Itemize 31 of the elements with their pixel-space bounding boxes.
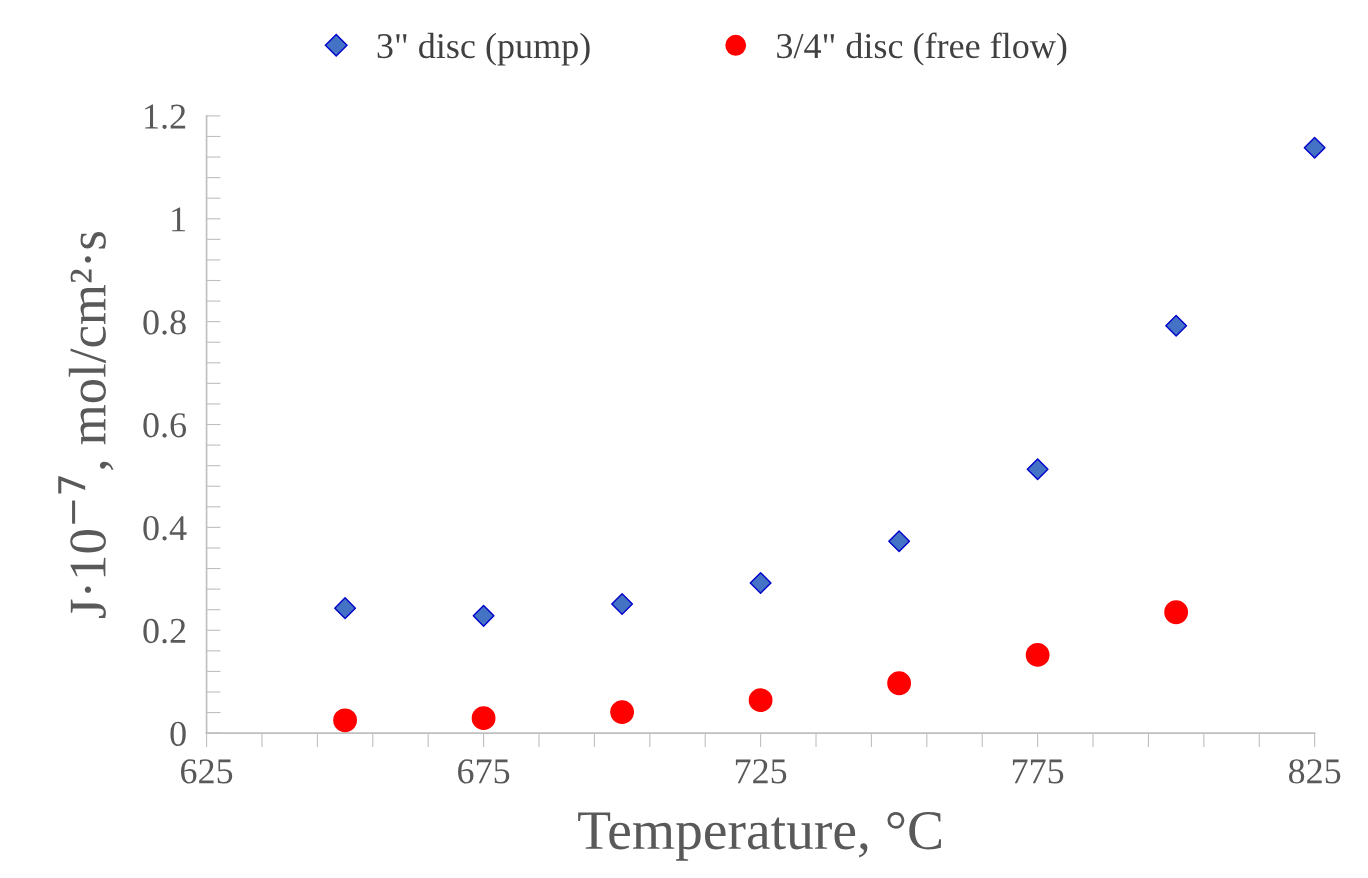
y-tick-label: 0 [170, 721, 186, 747]
point [333, 708, 357, 733]
y-tick-label: 0.4 [143, 515, 187, 541]
y-tick-label: 0.8 [143, 310, 186, 335]
x-tick-label: 625 [181, 759, 233, 784]
y-tick-label: 0.6 [143, 413, 187, 438]
point [1165, 314, 1188, 337]
y-tick-label: 0.2 [143, 618, 186, 644]
point [748, 688, 773, 713]
legend-label: 3/4" disc (free flow) [777, 32, 1067, 66]
point [472, 604, 495, 627]
point [1026, 458, 1049, 481]
y-tick-label: 1.2 [145, 104, 186, 129]
point [1164, 600, 1189, 625]
point [1303, 136, 1326, 159]
x-tick-label: 825 [1288, 759, 1341, 784]
x-tick-label: 725 [735, 759, 787, 784]
point [888, 530, 911, 553]
y-tick-label: 1 [172, 207, 185, 232]
point [334, 597, 357, 620]
point [610, 700, 634, 724]
point [749, 571, 772, 594]
point [887, 671, 912, 696]
x-tick-label: 675 [458, 759, 510, 784]
x-axis-title: Temperature, °C [578, 811, 942, 861]
point [471, 706, 496, 731]
legend-label: 3" disc (pump) [377, 32, 590, 66]
point [611, 593, 634, 616]
x-tick-label: 775 [1012, 759, 1064, 784]
point [1025, 643, 1050, 667]
y-axis-title: J·10$^{−7}$, mol/cm²·s [58, 232, 114, 618]
